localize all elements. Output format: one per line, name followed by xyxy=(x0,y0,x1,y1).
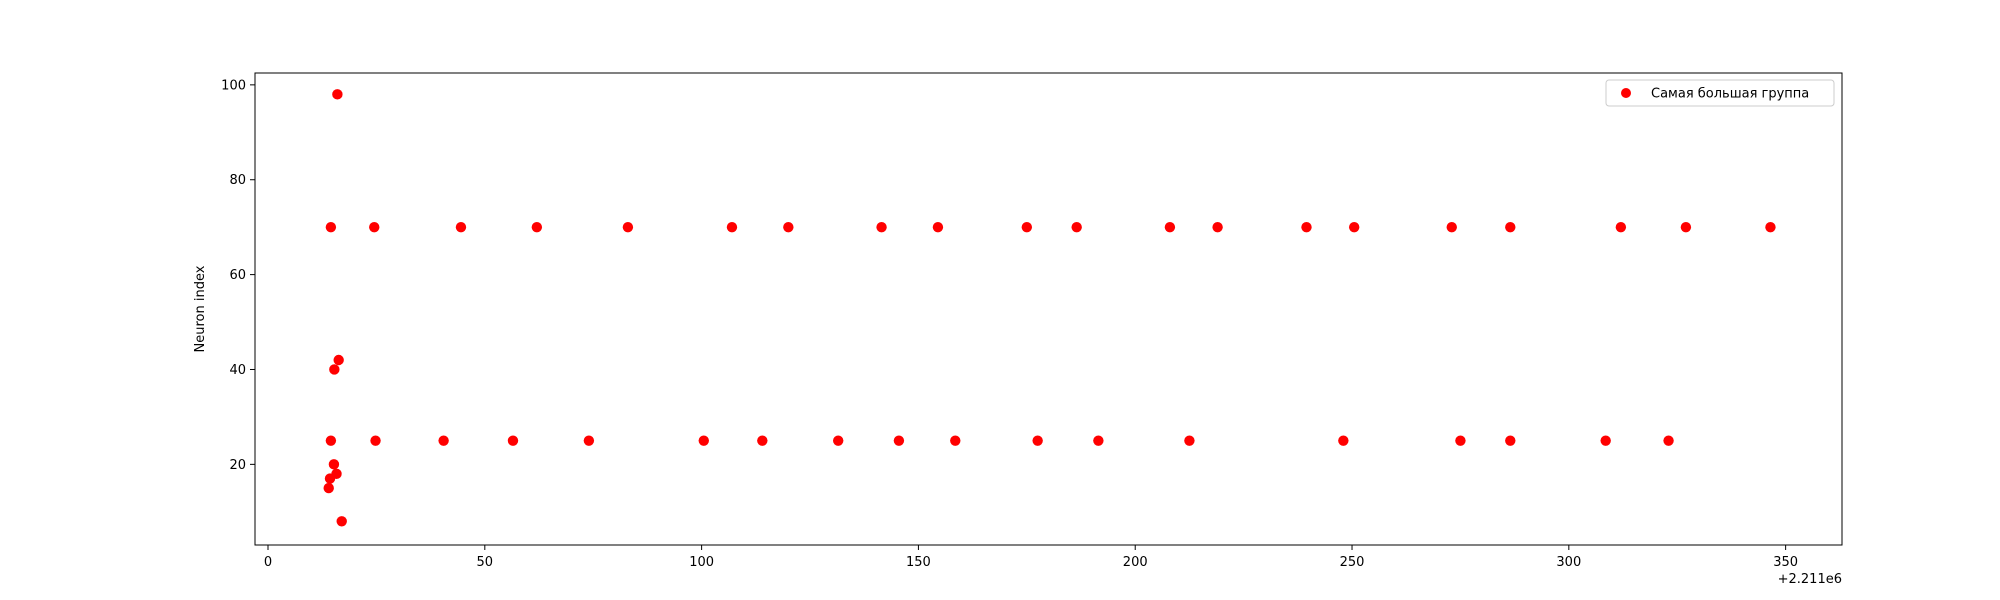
data-point xyxy=(757,435,768,446)
x-axis-offset-label: +2.211e6 xyxy=(1778,572,1842,587)
data-point xyxy=(1505,221,1516,233)
data-point xyxy=(1093,435,1104,446)
data-point xyxy=(1765,221,1776,233)
data-point xyxy=(370,435,381,446)
x-tick-label: 350 xyxy=(1773,555,1798,570)
data-point xyxy=(328,459,340,470)
legend: Самая большая группа xyxy=(1605,79,1835,107)
data-point xyxy=(323,482,334,494)
x-tick-label: 300 xyxy=(1556,555,1581,570)
legend-label: Самая большая группа xyxy=(1651,87,1809,102)
data-point xyxy=(325,435,337,446)
data-point xyxy=(833,435,844,446)
x-tick-label: 150 xyxy=(906,555,931,570)
data-point xyxy=(698,435,709,446)
data-point xyxy=(1021,221,1033,233)
y-axis: 20 40 60 80 100 xyxy=(221,78,255,473)
x-axis: 0 50 100 150 200 250 300 350 xyxy=(264,545,1798,570)
data-point xyxy=(1212,221,1223,233)
data-point xyxy=(1184,435,1195,446)
legend-marker xyxy=(1621,88,1631,98)
x-tick-label: 100 xyxy=(689,555,714,570)
data-point xyxy=(1446,221,1457,233)
data-point xyxy=(1164,221,1176,233)
y-tick-label: 20 xyxy=(229,458,246,473)
x-tick-label: 50 xyxy=(477,555,494,570)
data-point xyxy=(1600,435,1611,446)
x-tick-label: 0 xyxy=(264,555,272,570)
data-point xyxy=(329,364,340,375)
y-tick-label: 100 xyxy=(221,78,246,93)
plot-area-frame xyxy=(254,72,1843,546)
data-point xyxy=(1680,221,1692,233)
data-point xyxy=(893,435,905,446)
data-point xyxy=(726,221,738,233)
x-tick-label: 250 xyxy=(1340,555,1365,570)
data-point xyxy=(1338,435,1349,446)
data-point xyxy=(333,354,344,366)
data-point xyxy=(1032,435,1043,446)
data-point xyxy=(507,435,519,446)
data-point xyxy=(1301,221,1312,233)
data-point xyxy=(1663,435,1674,446)
data-point xyxy=(1348,221,1360,233)
data-point xyxy=(455,221,467,233)
data-point xyxy=(583,435,595,446)
data-point xyxy=(783,221,794,233)
data-point xyxy=(331,468,342,480)
y-axis-label: Neuron index xyxy=(193,265,208,352)
data-point xyxy=(325,221,337,233)
data-point xyxy=(876,221,887,233)
y-tick-label: 60 xyxy=(229,268,246,283)
data-points-layer xyxy=(323,89,1776,527)
data-point xyxy=(531,221,543,233)
data-point xyxy=(1505,435,1516,446)
data-point xyxy=(369,221,380,233)
legend-box xyxy=(1605,79,1835,107)
data-point xyxy=(1455,435,1466,446)
x-tick-label: 200 xyxy=(1123,555,1148,570)
y-tick-label: 40 xyxy=(229,363,246,378)
data-point xyxy=(336,516,347,527)
data-point xyxy=(1071,221,1082,233)
data-point xyxy=(438,435,449,446)
y-tick-label: 80 xyxy=(229,173,246,188)
data-point xyxy=(332,89,343,100)
data-point xyxy=(622,221,634,233)
data-point xyxy=(1615,221,1627,233)
data-point xyxy=(932,221,944,233)
data-point xyxy=(950,435,961,446)
